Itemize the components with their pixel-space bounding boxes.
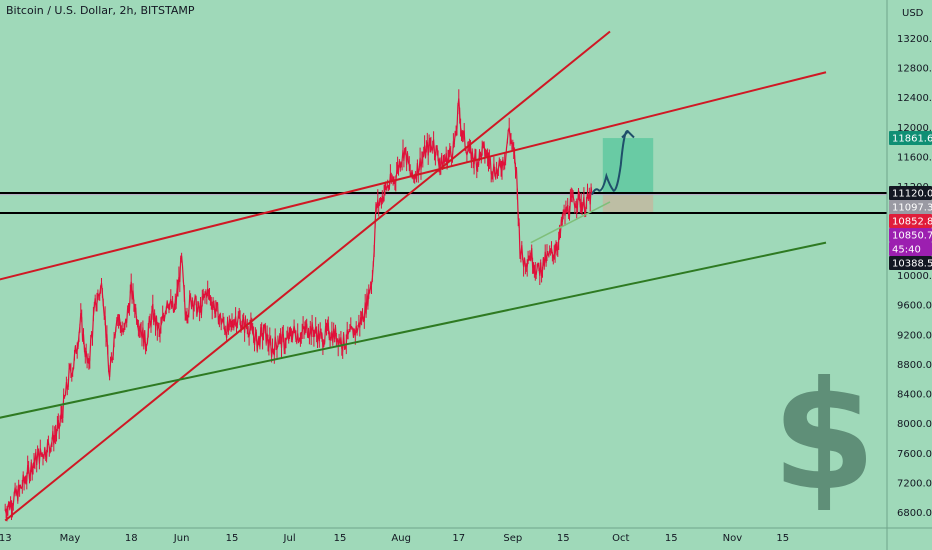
- position-zones: [602, 138, 654, 213]
- price-tag-bg: [889, 214, 932, 229]
- price-tag-bg: [889, 131, 932, 146]
- projection: [591, 130, 635, 196]
- stop-zone: [602, 194, 654, 213]
- price-tick-label: 8000.00: [897, 419, 932, 430]
- price-tick-label: 7600.00: [897, 449, 932, 460]
- time-tick-label: May: [60, 533, 81, 544]
- price-axis-labels: 6800.00 7200.00 7600.00 8000.00 8400.00 8800.…: [897, 34, 932, 519]
- trendlines: [0, 30, 827, 522]
- time-tick-label: 15: [665, 533, 678, 544]
- time-tick-label: 15: [557, 533, 570, 544]
- time-tick-label: 15: [334, 533, 347, 544]
- price-tick-label: 13200.00: [897, 34, 932, 45]
- time-tick-label: 13: [0, 533, 12, 544]
- price-line: [4, 98, 593, 518]
- price-tags: 11861.62 11120.03 11097.37 10852.80 10850.79…: [889, 131, 932, 271]
- price-tag-label: 10852.80: [892, 217, 932, 228]
- price-tag-bg: [889, 256, 932, 271]
- time-tick-label: Jul: [283, 533, 296, 544]
- price-tick-label: 12800.00: [897, 64, 932, 75]
- price-tick-label: 8400.00: [897, 390, 932, 401]
- dollar-sign-icon: $: [772, 350, 876, 524]
- time-tick-label: Oct: [612, 533, 629, 544]
- chart-title: Bitcoin / U.S. Dollar, 2h, BITSTAMP: [6, 4, 195, 17]
- price-tag-bg: [889, 242, 932, 257]
- price-tag-bg: [889, 186, 932, 201]
- price-tick-label: 11600.00: [897, 152, 932, 163]
- trendline-2: [0, 241, 827, 419]
- time-tick-label: Jun: [173, 533, 190, 544]
- projection-arrowhead: [621, 130, 635, 139]
- projection-path: [591, 130, 629, 196]
- price-tag-label: 10388.57: [892, 259, 932, 270]
- time-tick-label: 18: [125, 533, 138, 544]
- price-tag-label: 11097.37: [892, 203, 932, 214]
- price-tick-label: 6800.00: [897, 508, 932, 519]
- price-tag-label: 45:40: [892, 245, 921, 256]
- time-tick-label: 17: [452, 533, 465, 544]
- price-series: [4, 89, 593, 522]
- price-tag-label: 11861.62: [892, 134, 932, 145]
- time-tick-label: 15: [776, 533, 789, 544]
- price-tag-bg: [889, 200, 932, 215]
- time-tick-label: Aug: [391, 533, 411, 544]
- price-tick-label: 9600.00: [897, 301, 932, 312]
- time-tick-label: Sep: [503, 533, 522, 544]
- price-tick-label: 9200.00: [897, 330, 932, 341]
- price-tick-label: 7200.00: [897, 478, 932, 489]
- time-tick-label: Nov: [723, 533, 743, 544]
- currency-label: USD: [902, 8, 924, 19]
- dollar-sign-glyph: $: [772, 350, 876, 524]
- price-tick-label: 12000.00: [897, 123, 932, 134]
- price-tick-label: 8800.00: [897, 360, 932, 371]
- price-tag-bg: [889, 228, 932, 243]
- trendline-3: [530, 201, 611, 244]
- time-axis-labels: 13 May 18 Jun 15 Jul 15 Aug 17 Sep 15 Oct 15 Nov 15: [0, 533, 789, 544]
- price-tag-label: 10850.79: [892, 231, 932, 242]
- price-tick-label: 10000.00: [897, 271, 932, 282]
- time-tick-label: 15: [226, 533, 239, 544]
- horizontal-levels: [0, 192, 887, 214]
- price-tag-label: 11120.03: [892, 189, 932, 200]
- trendline-0: [4, 30, 611, 522]
- price-tick-label: 12400.00: [897, 93, 932, 104]
- trendline-1: [0, 71, 827, 281]
